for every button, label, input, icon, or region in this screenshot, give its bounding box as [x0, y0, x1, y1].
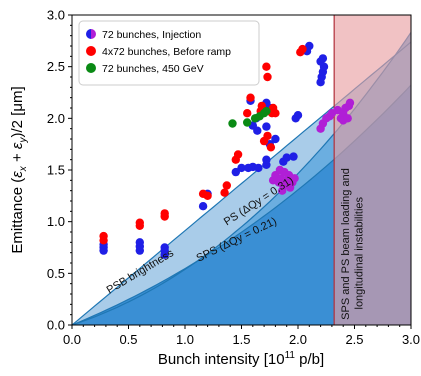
y-tick-label: 2.5: [47, 59, 65, 74]
legend-marker-before-ramp: [86, 46, 96, 56]
y-tick-label: 1.0: [47, 214, 65, 229]
x-tick-label: 2.0: [289, 332, 307, 347]
data-point-s1-18: [266, 143, 276, 152]
data-point-s3-11: [285, 183, 295, 192]
instability-label-line2: longitudinal instabilities: [353, 196, 365, 309]
legend-marker-injection-left: [86, 29, 91, 39]
data-point-s0-23: [253, 126, 262, 135]
data-point-s1-13: [246, 93, 255, 102]
data-point-s2-1: [243, 118, 252, 127]
legend: 72 bunches, Injection 4x72 bunches, Befo…: [78, 20, 260, 86]
legend-entry-450gev: 72 bunches, 450 GeV: [86, 63, 204, 75]
y-axis-label: Emittance (εx + εy)/2 [μm]: [9, 86, 29, 253]
x-tick-label: 1.5: [232, 332, 250, 347]
data-point-s1-1: [99, 231, 108, 241]
data-point-s0-9: [198, 202, 208, 211]
y-axis-ticks: 0.0 0.5 1.0 1.5 2.0 2.5 3.0: [47, 8, 72, 333]
data-point-s0-29: [282, 153, 291, 162]
data-point-s1-7: [203, 191, 212, 200]
sps-limit-region: [72, 85, 411, 325]
data-point-s0-40: [318, 54, 328, 63]
data-point-s1-25: [298, 44, 307, 54]
y-tick-label: 0.5: [47, 266, 65, 281]
legend-marker-injection-right: [91, 29, 96, 39]
data-point-s0-5: [135, 238, 144, 247]
data-point-s0-27: [271, 134, 280, 144]
y-tick-label: 1.5: [47, 163, 65, 178]
legend-marker-450gev: [86, 63, 96, 73]
legend-label-before-ramp: 4x72 bunches, Before ramp: [102, 46, 231, 58]
y-tick-label: 2.0: [47, 111, 65, 126]
scatter-layer: [99, 41, 355, 259]
legend-entry-injection: 72 bunches, Injection: [86, 29, 201, 41]
data-point-s3-23: [345, 98, 355, 108]
data-point-s3-25: [343, 114, 352, 123]
x-tick-label: 1.0: [176, 332, 194, 347]
legend-entry-before-ramp: 4x72 bunches, Before ramp: [86, 46, 231, 58]
region-layer: [72, 15, 411, 325]
data-point-s0-30: [289, 152, 298, 161]
data-point-s1-22: [262, 62, 271, 71]
x-tick-label: 0.5: [119, 332, 137, 347]
data-point-s3-8: [290, 174, 299, 183]
instability-region: [334, 15, 411, 325]
legend-label-450gev: 72 bunches, 450 GeV: [102, 63, 204, 75]
legend-box: [78, 20, 260, 86]
data-point-s0-32: [293, 111, 303, 120]
data-point-s1-23: [263, 72, 272, 82]
data-point-s1-5: [160, 209, 169, 218]
data-point-s0-34: [305, 41, 314, 51]
legend-label-injection: 72 bunches, Injection: [102, 29, 201, 41]
data-point-s1-8: [220, 188, 229, 197]
data-point-s2-0: [228, 119, 237, 128]
y-tick-label: 3.0: [47, 8, 65, 23]
data-point-s1-11: [233, 150, 243, 159]
data-point-s3-12: [278, 186, 287, 195]
data-point-s3-10: [280, 167, 289, 177]
x-tick-label: 2.5: [345, 332, 363, 347]
data-point-s0-24: [262, 122, 271, 131]
data-point-s2-5: [262, 106, 271, 116]
instability-label-line1: SPS and PS beam loading and: [340, 168, 352, 320]
data-point-s1-12: [243, 109, 252, 118]
data-point-s1-9: [222, 181, 231, 190]
x-axis-ticks: 0.0 0.5 1.0 1.5 2.0 2.5 3.0: [63, 325, 420, 347]
data-point-s0-25: [262, 155, 271, 164]
data-point-s0-15: [254, 163, 263, 173]
data-point-s1-3: [135, 218, 144, 227]
data-point-s0-12: [237, 163, 246, 173]
x-tick-label: 0.0: [63, 332, 81, 347]
x-tick-label: 3.0: [402, 332, 420, 347]
y-tick-label: 0.0: [47, 318, 65, 333]
data-point-s1-17: [263, 131, 272, 141]
data-point-s0-8: [160, 243, 169, 252]
x-axis-label: Bunch intensity [1011 p/b]: [158, 350, 324, 368]
